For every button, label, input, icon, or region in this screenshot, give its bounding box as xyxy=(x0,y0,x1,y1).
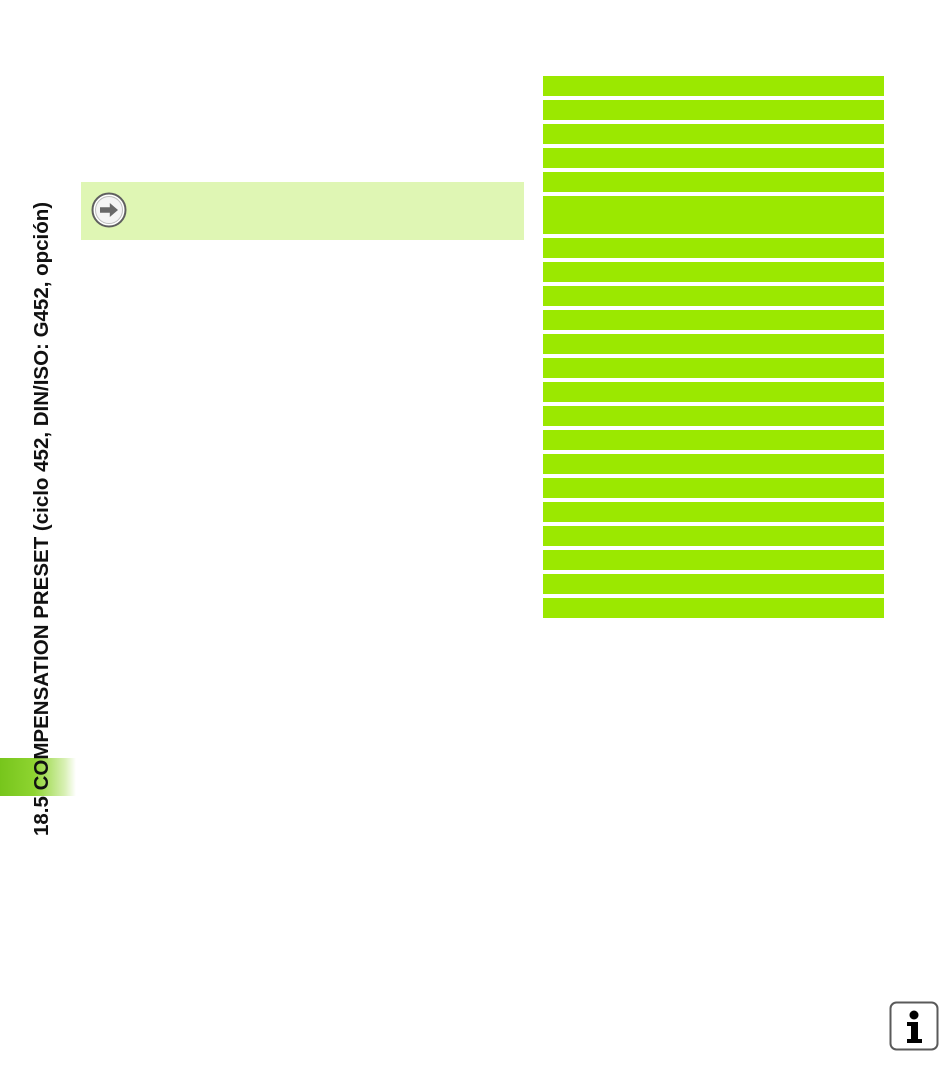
table-row xyxy=(543,286,884,306)
table-row xyxy=(543,262,884,282)
table-row xyxy=(543,334,884,354)
page-section-title: 18.5 COMPENSATION PRESET (ciclo 452, DIN… xyxy=(30,201,53,836)
table-row xyxy=(543,406,884,426)
table-row xyxy=(543,100,884,120)
note-box xyxy=(81,182,524,240)
arrow-right-circle-icon xyxy=(91,192,127,228)
table-row xyxy=(543,454,884,474)
table-row xyxy=(543,574,884,594)
table-row xyxy=(543,382,884,402)
table-row xyxy=(543,196,884,234)
table-row xyxy=(543,172,884,192)
table-row xyxy=(543,76,884,96)
table-row xyxy=(543,526,884,546)
table-row xyxy=(543,124,884,144)
table-row xyxy=(543,598,884,618)
table-row xyxy=(543,238,884,258)
table-row xyxy=(543,550,884,570)
table-row xyxy=(543,478,884,498)
chapter-tab xyxy=(0,758,76,796)
info-icon[interactable] xyxy=(889,1001,939,1051)
table-row xyxy=(543,502,884,522)
table-row xyxy=(543,310,884,330)
table-row xyxy=(543,430,884,450)
table-row xyxy=(543,358,884,378)
table-row xyxy=(543,148,884,168)
